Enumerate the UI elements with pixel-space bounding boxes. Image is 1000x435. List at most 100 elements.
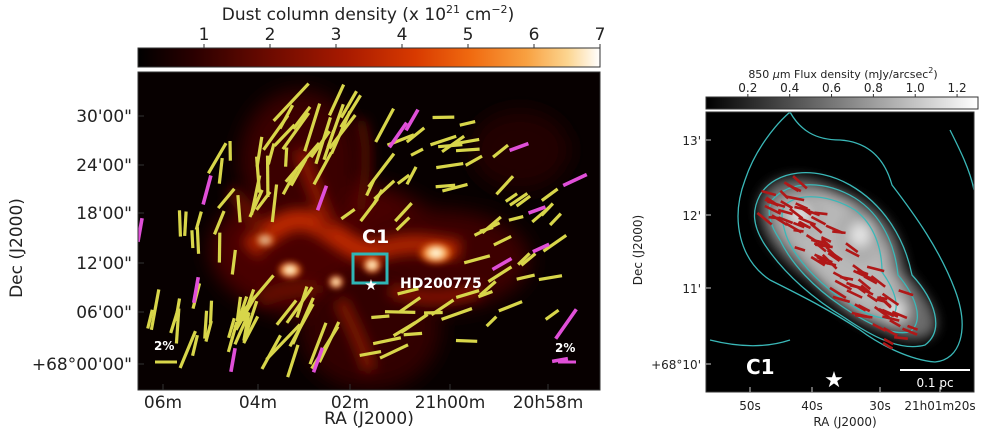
polarization-vector-850 [801, 207, 812, 216]
polarization-vector-850 [851, 311, 871, 319]
polarization-vector [441, 182, 468, 193]
polarization-vector [195, 227, 201, 254]
polarization-vector-alt [315, 185, 329, 211]
polarization-vector-850 [845, 242, 859, 254]
polarization-vector [516, 273, 536, 281]
polarization-vector-850 [907, 324, 919, 331]
left-x-tick-label: 21h00m [415, 393, 486, 413]
polarization-vector [249, 175, 262, 215]
polarization-vector-850 [891, 310, 908, 320]
polarization-vector [459, 120, 476, 127]
left-map [138, 72, 600, 390]
c1-label: C1 [362, 226, 389, 248]
polarization-vector [374, 107, 395, 143]
polarization-vector [429, 134, 457, 147]
polarization-vector [234, 295, 249, 329]
polarization-vector [312, 151, 333, 186]
left-x-axis-title: RA (J2000) [324, 409, 414, 429]
right-cb-tick-label: 1.0 [906, 81, 925, 95]
polarization-vector [396, 173, 411, 185]
polarization-vector [454, 137, 480, 146]
polarization-vector [455, 147, 480, 153]
left-y-tick-label: 12'00" [76, 254, 132, 274]
right-polarization-vectors [756, 175, 919, 350]
left-y-tick-label: +68°00'00" [32, 355, 132, 375]
polarization-vector [266, 143, 276, 165]
polarization-vector-850 [793, 228, 804, 233]
right-map-frame [705, 111, 975, 393]
right-x-tick-label: 21h01m20s [904, 399, 975, 413]
polarization-vector [272, 82, 310, 122]
right-cb-tick-label: 0.6 [822, 81, 841, 95]
polarization-vector [548, 212, 563, 227]
polarization-vector-850 [768, 215, 780, 220]
polarization-vector-alt [532, 242, 550, 254]
polarization-vector-850 [882, 341, 894, 350]
left-cb-tick-label: 3 [331, 25, 342, 45]
polarization-vector-alt [311, 347, 325, 373]
polarization-vector-850 [779, 189, 790, 200]
polarization-vector-850 [881, 292, 900, 307]
polarization-vector [473, 221, 501, 237]
left-x-ticks: 06m 04m 02m 21h00m 20h58m [144, 384, 583, 413]
polarization-vector [262, 114, 290, 151]
polarization-vector [405, 166, 418, 186]
right-x-ticks: 50s 40s 30s 21h01m20s [739, 387, 976, 413]
polarization-vector [365, 179, 376, 197]
polarization-vector-850 [854, 303, 867, 312]
polarization-vector [492, 143, 510, 159]
polarization-vector-850 [834, 279, 853, 291]
polarization-vector [227, 317, 236, 339]
left-y-ticks: 30'00" 24'00" 18'00" 12'00" 06'00" +68°00'00" [32, 107, 144, 375]
polarization-vector [273, 123, 296, 148]
polarization-vector [405, 126, 426, 144]
polarization-vector-alt [229, 347, 237, 373]
polarization-vector [207, 142, 228, 175]
polarization-vector [213, 210, 226, 235]
polarization-vector [174, 308, 181, 344]
left-cb-tick-label: 7 [595, 25, 606, 45]
polarization-vector [177, 210, 183, 237]
polarization-vector-850 [889, 319, 901, 328]
left-cb-tick-label: 5 [463, 25, 474, 45]
polarization-vector [169, 309, 180, 334]
right-x-tick-label: 50s [739, 399, 761, 413]
polarization-vector [487, 265, 513, 283]
polarization-vector [146, 309, 154, 329]
scale-label-right: 2% [555, 341, 575, 355]
polarization-vector [230, 249, 237, 275]
polarization-vector [235, 296, 243, 322]
polarization-vector [436, 162, 464, 170]
polarization-vector-850 [817, 259, 837, 267]
left-x-tick-label: 04m [239, 393, 277, 413]
polarization-vector [455, 338, 478, 343]
polarization-vector-850 [820, 238, 831, 247]
polarization-vector [244, 300, 259, 336]
star-icon: ★ [364, 277, 377, 294]
polarization-vector-850 [780, 200, 794, 210]
left-cb-tick-label: 4 [397, 25, 408, 45]
left-y-tick-label: 24'00" [76, 156, 132, 176]
polarization-vector [317, 321, 341, 363]
polarization-vector-850 [788, 207, 804, 220]
polarization-vector-alt [508, 141, 530, 153]
polarization-vector-850 [832, 230, 846, 235]
polarization-vector-850 [866, 293, 879, 303]
right-y-tick-label: +68°10' [651, 358, 701, 372]
polarization-vector [437, 143, 463, 149]
polarization-vector [384, 310, 416, 314]
polarization-vector [485, 315, 498, 328]
right-x-axis-title: RA (J2000) [813, 415, 876, 429]
polarization-vector [183, 211, 188, 237]
polarization-vector-850 [898, 289, 914, 297]
right-x-tick-label: 40s [801, 399, 823, 413]
polarization-vector [339, 90, 358, 119]
polarization-vector [435, 183, 456, 189]
polarization-vector [288, 303, 315, 348]
left-y-axis-title: Dec (J2000) [7, 198, 27, 298]
left-x-tick-label: 06m [144, 393, 182, 413]
polarization-vector-850 [839, 275, 854, 281]
left-x-tick-label: 02m [331, 393, 369, 413]
polarization-vector [204, 320, 213, 342]
polarization-vector-850 [821, 253, 838, 270]
